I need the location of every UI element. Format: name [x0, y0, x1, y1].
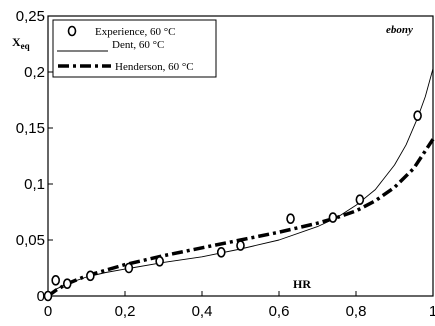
legend-label-henderson: Henderson, 60 °C: [115, 61, 194, 73]
experience-data-point: [236, 240, 245, 251]
legend-marker-experience: [67, 25, 77, 37]
y-tick-label: 0,1: [24, 176, 45, 193]
y-axis-label-subscript: eq: [21, 41, 30, 51]
x-tick-label: 0,8: [346, 303, 367, 320]
x-tick-label: 1: [429, 303, 435, 320]
marker-layer: [43, 110, 422, 302]
x-tick-label: 0,2: [115, 303, 136, 320]
legend-label-dent: Dent, 60 °C: [112, 39, 164, 51]
legend: Experience, 60 °C Dent, 60 °C Henderson,…: [52, 19, 217, 78]
experience-data-point: [43, 290, 53, 302]
plot-frame: [47, 15, 434, 297]
chart-annotation: ebony: [386, 24, 413, 36]
x-tick-label: 0,6: [269, 303, 290, 320]
experience-data-point: [51, 275, 61, 286]
x-axis-label: HR: [293, 277, 311, 291]
experience-data-point: [328, 212, 338, 223]
experience-data-point: [86, 270, 95, 282]
y-axis-label: Xeq: [12, 35, 30, 51]
experience-data-point: [355, 194, 365, 205]
x-tick-label: 0,4: [192, 303, 213, 320]
series-layer: [46, 68, 435, 298]
experience-data-point: [286, 213, 295, 225]
experience-data-point: [62, 278, 72, 289]
axes: 0 0,2 0,4 0,6 0,8 1 0 0,05 0,1 0,15 0,2 0,25: [16, 8, 435, 320]
experience-data-point: [155, 255, 164, 267]
y-tick-label: 0: [37, 288, 45, 305]
y-tick-label: 0,25: [16, 8, 45, 25]
legend-label-experience: Experience, 60 °C: [95, 26, 175, 38]
dent-curve: [47, 68, 434, 297]
experience-data-point: [124, 262, 134, 274]
y-tick-label: 0,05: [16, 232, 45, 249]
x-tick-label: 0: [44, 303, 52, 320]
y-tick-label: 0,2: [24, 64, 45, 81]
henderson-curve: [46, 138, 435, 298]
experience-data-point: [413, 110, 422, 121]
y-tick-label: 0,15: [16, 120, 45, 137]
experience-data-point: [216, 247, 226, 258]
